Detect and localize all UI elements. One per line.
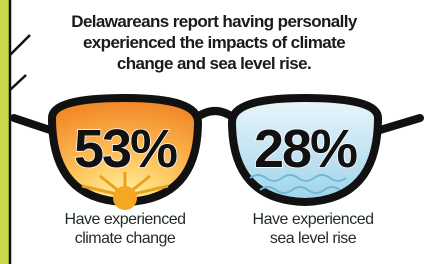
stat-value: 53% [74,119,177,179]
sun [113,186,137,210]
stat-label: sea level rise [270,230,357,247]
stat-value: 28% [254,119,357,179]
side-strip [0,0,9,264]
title-line: change and sea level rise. [117,54,311,73]
stat-label: climate change [75,230,176,247]
infographic: Delawareans report having personally expe… [0,0,426,264]
title-line: experienced the impacts of climate [83,33,345,52]
title-line: Delawareans report having personally [71,12,358,31]
stat-label: Have experienced [253,211,374,228]
stat-label: Have experienced [65,211,186,228]
